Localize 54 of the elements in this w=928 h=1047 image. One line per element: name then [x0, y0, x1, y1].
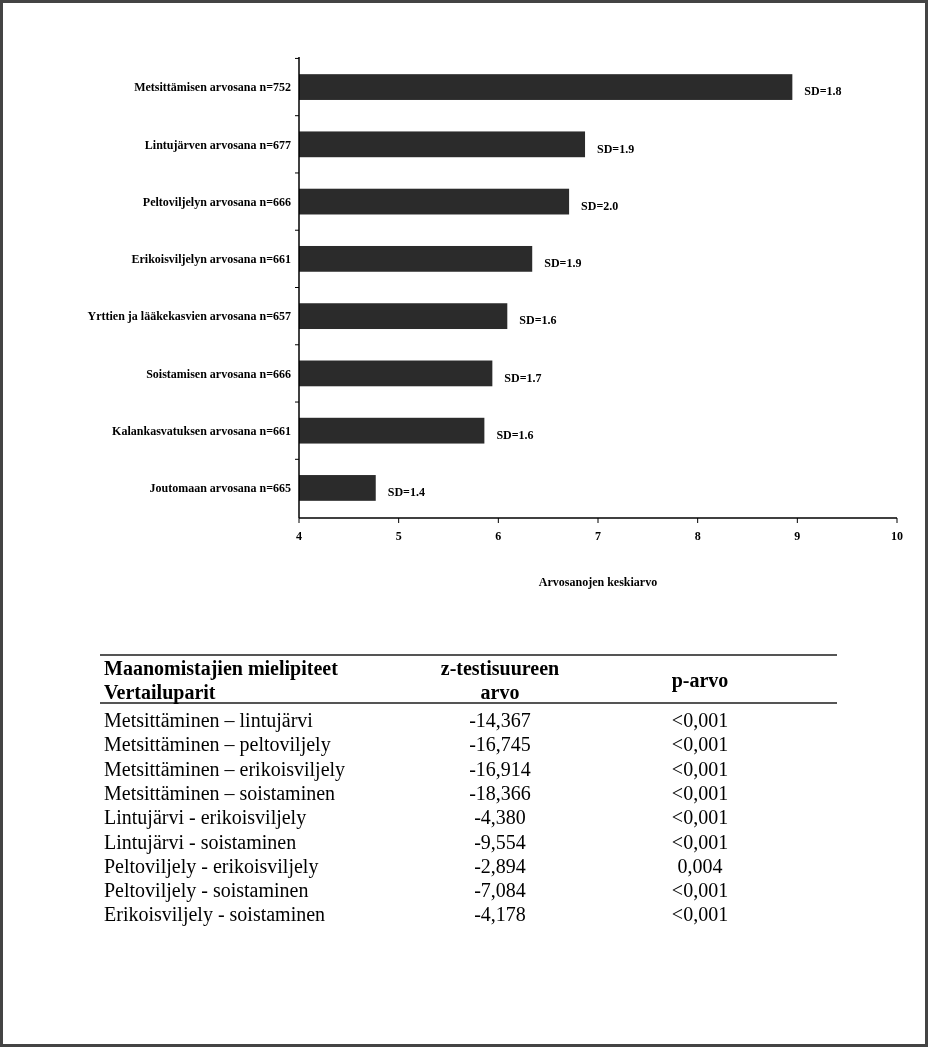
- x-axis-title: Arvosanojen keskiarvo: [538, 575, 658, 589]
- annotation: SD=1.9: [544, 256, 582, 271]
- text: -2,894: [474, 854, 526, 877]
- x-tick-label: 7: [595, 529, 601, 543]
- text: -9,554: [474, 830, 526, 853]
- text: -18,366: [469, 781, 531, 804]
- annotation: SD=1.7: [504, 370, 542, 385]
- x-tick-label: 8: [694, 529, 701, 543]
- y-tick-label: Joutomaan arvosana n=665: [149, 481, 291, 496]
- x-tick-label: 4: [296, 529, 302, 543]
- y-tick-label: Kalankasvatuksen arvosana n=661: [112, 423, 291, 438]
- annotation: SD=1.4: [387, 485, 425, 500]
- y-tick-label: Peltoviljelyn arvosana n=666: [142, 194, 291, 209]
- text: -14,367: [469, 709, 531, 731]
- text: Maanomistajien mielipiteet Vertailuparit: [104, 657, 339, 704]
- text: <0,001: [671, 757, 729, 780]
- text: -4,178: [474, 903, 526, 926]
- text: Metsittäminen – lintujärvi: [104, 709, 314, 732]
- text: Erikoisviljely - soistaminen: [104, 903, 326, 927]
- text: z-testisuureen arvo: [440, 657, 560, 703]
- text: p-arvo: [671, 669, 729, 692]
- y-tick-label: Soistamisen arvosana n=666: [146, 366, 291, 381]
- x-tick-label: 5: [395, 529, 402, 543]
- text: -16,745: [469, 733, 531, 756]
- text: Metsittäminen – erikoisviljely: [104, 757, 346, 781]
- text: Metsittäminen – peltoviljely: [104, 733, 331, 757]
- annotation: SD=1.6: [519, 313, 557, 328]
- y-tick-label: Lintujärven arvosana n=677: [144, 137, 291, 152]
- x-tick-label: 9: [794, 529, 801, 543]
- x-tick-label: 6: [495, 529, 502, 543]
- text: Peltoviljely - erikoisviljely: [104, 854, 319, 878]
- text: <0,001: [671, 903, 729, 926]
- text: Metsittäminen – soistaminen: [104, 781, 336, 804]
- y-tick-label: Yrttien ja lääkekasvien arvosana n=657: [87, 309, 291, 324]
- text: <0,001: [671, 733, 729, 756]
- text: Lintujärvi - soistaminen: [104, 830, 297, 854]
- y-tick-label: Erikoisviljelyn arvosana n=661: [131, 252, 291, 267]
- text: Lintujärvi - erikoisviljely: [104, 806, 307, 830]
- annotation: SD=2.0: [581, 198, 619, 213]
- annotation: SD=1.6: [496, 427, 534, 442]
- text: -4,380: [474, 806, 526, 829]
- text: <0,001: [671, 709, 729, 731]
- text: -7,084: [474, 879, 526, 902]
- text: <0,001: [671, 830, 729, 853]
- annotation: SD=1.8: [804, 84, 842, 99]
- text: -16,914: [469, 757, 531, 780]
- text: <0,001: [671, 806, 729, 829]
- text: Peltoviljely - soistaminen: [104, 879, 309, 903]
- text: <0,001: [671, 781, 729, 804]
- annotation: SD=1.9: [597, 141, 635, 156]
- text: <0,001: [671, 879, 729, 902]
- x-tick-label: 10: [891, 529, 903, 543]
- y-tick-label: Metsittämisen arvosana n=752: [134, 80, 291, 95]
- text: 0,004: [677, 854, 723, 877]
